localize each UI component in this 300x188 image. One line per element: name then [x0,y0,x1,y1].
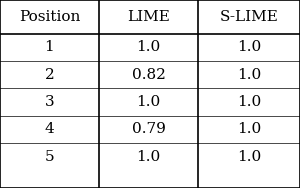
Text: 4: 4 [45,122,54,136]
Text: 1.0: 1.0 [237,149,261,164]
Text: Position: Position [19,10,80,24]
Text: 3: 3 [45,95,54,109]
Text: 1.0: 1.0 [136,149,160,164]
Text: LIME: LIME [127,10,170,24]
Text: 1.0: 1.0 [237,122,261,136]
Text: S-LIME: S-LIME [220,10,278,24]
Text: 1.0: 1.0 [237,95,261,109]
Text: 1.0: 1.0 [136,95,160,109]
Text: 5: 5 [45,149,54,164]
Text: 0.79: 0.79 [132,122,165,136]
Text: 0.82: 0.82 [132,68,165,82]
Text: 1.0: 1.0 [237,68,261,82]
Text: 1.0: 1.0 [237,40,261,55]
Text: 1.0: 1.0 [136,40,160,55]
Text: 2: 2 [45,68,54,82]
Text: 1: 1 [45,40,54,55]
